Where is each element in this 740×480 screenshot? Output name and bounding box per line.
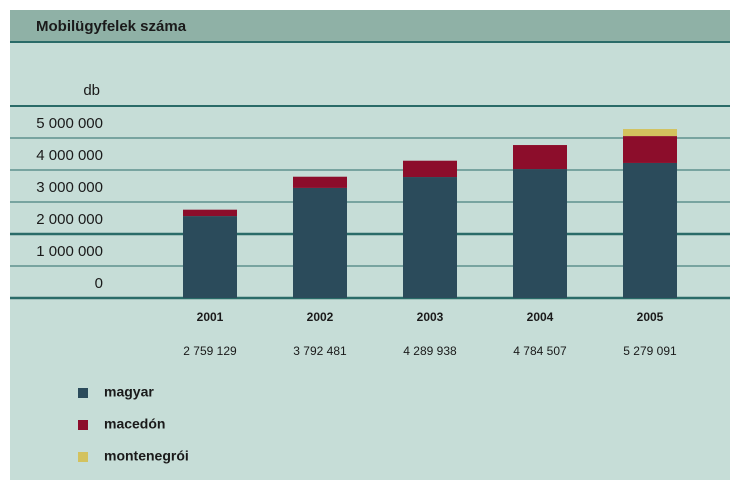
bar-segment	[623, 129, 677, 137]
bar-segment	[513, 169, 567, 298]
panel	[10, 10, 730, 480]
bar-segment	[293, 187, 347, 298]
header	[10, 10, 730, 42]
y-tick-label: 5 000 000	[36, 115, 103, 132]
total-label: 3 792 481	[293, 344, 347, 358]
legend-label: montenegrói	[104, 448, 189, 464]
legend-label: macedón	[104, 416, 165, 432]
x-tick-label: 2001	[197, 310, 224, 324]
bar-segment	[403, 177, 457, 298]
y-tick-label: 3 000 000	[36, 179, 103, 196]
bar-segment	[183, 216, 237, 298]
bar-segment	[403, 160, 457, 178]
y-tick-label: 2 000 000	[36, 211, 103, 228]
unit-label: db	[83, 82, 100, 99]
total-label: 4 289 938	[403, 344, 457, 358]
bar-segment	[293, 176, 347, 188]
legend-label: magyar	[104, 384, 154, 400]
total-label: 5 279 091	[623, 344, 677, 358]
x-tick-label: 2005	[637, 310, 664, 324]
y-tick-label: 1 000 000	[36, 243, 103, 260]
legend-swatch	[78, 420, 88, 430]
y-tick-label: 4 000 000	[36, 147, 103, 164]
x-tick-label: 2003	[417, 310, 444, 324]
x-tick-label: 2004	[527, 310, 554, 324]
bar-segment	[623, 162, 677, 298]
bar-segment	[623, 136, 677, 163]
bar-segment	[513, 145, 567, 170]
x-tick-label: 2002	[307, 310, 334, 324]
y-tick-label: 0	[95, 275, 103, 292]
total-label: 2 759 129	[183, 344, 237, 358]
legend-swatch	[78, 388, 88, 398]
legend-swatch	[78, 452, 88, 462]
chart-title: Mobilügyfelek száma	[36, 18, 187, 35]
bar-segment	[183, 209, 237, 217]
total-label: 4 784 507	[513, 344, 567, 358]
